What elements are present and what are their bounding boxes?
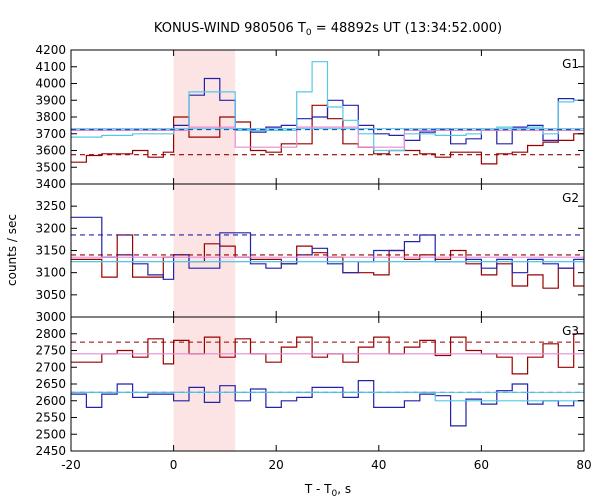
y-tick-label: 3200 [35, 221, 66, 235]
panel-label: G3 [562, 324, 579, 338]
y-tick-label: 2650 [35, 377, 66, 391]
panel-label: G2 [562, 191, 579, 205]
x-tick-label: 40 [371, 458, 386, 472]
y-tick-label: 4200 [35, 43, 66, 57]
x-tick-label: 60 [474, 458, 489, 472]
series-blue-step [71, 380, 584, 427]
panel-series-group [71, 333, 584, 427]
y-tick-label: 3500 [35, 160, 66, 174]
x-tick-label: 80 [576, 458, 591, 472]
chart-title-subscript: 0 [306, 28, 312, 38]
panel-frame [70, 316, 585, 452]
x-tick-label: 20 [269, 458, 284, 472]
y-tick-label: 2750 [35, 344, 66, 358]
y-tick-label: 2500 [35, 427, 66, 441]
y-tick-label: 3050 [35, 288, 66, 302]
series-pink-step [71, 126, 584, 148]
chart-title: KONUS-WIND 980506 T0 = 48892s UT (13:34:… [154, 21, 502, 38]
y-tick-label: 3700 [35, 127, 66, 141]
panel-label: G1 [562, 57, 579, 71]
y-tick-label: 2450 [35, 444, 66, 458]
panel-series-group [71, 61, 584, 165]
x-axis-label: T - T0, s [304, 482, 351, 499]
x-tick-label: -20 [61, 458, 81, 472]
panel-g3: 2450 2500 2550 2600 2650 2700 2750 2800 G3 [35, 316, 585, 458]
y-tick-label: 2550 [35, 411, 66, 425]
y-tick-label: 4100 [35, 60, 66, 74]
panel-series-group [71, 216, 584, 289]
x-axis-label-subscript: 0 [332, 489, 338, 499]
y-tick-label: 2800 [35, 327, 66, 341]
panel-g2: 3000 3050 3100 3150 3200 3250 G2 [35, 183, 585, 324]
y-tick-label: 4000 [35, 77, 66, 91]
y-tick-label: 3800 [35, 110, 66, 124]
chart-title-suffix: = 48892s UT (13:34:52.000) [312, 21, 502, 36]
chart-title-main: KONUS-WIND 980506 T [154, 21, 306, 36]
x-tick-label: 0 [170, 458, 178, 472]
y-axis-label: counts / sec [5, 214, 19, 286]
series-dark_red-step [71, 104, 584, 165]
plot-area: 3400 3500 3600 3700 3800 3900 4000 4100 4200 G1 30… [35, 43, 591, 472]
y-tick-label: 3000 [35, 310, 66, 324]
y-tick-label: 2600 [35, 394, 66, 408]
y-tick-label: 3250 [35, 199, 66, 213]
y-tick-label: 3400 [35, 177, 66, 191]
y-tick-label: 3100 [35, 266, 66, 280]
panel-g1: 3400 3500 3600 3700 3800 3900 4000 4100 4200 G1 [35, 43, 585, 191]
x-axis-label-main: T - T [304, 482, 332, 496]
series-blue-step [71, 77, 584, 145]
series-light_blue-step [71, 61, 584, 152]
y-tick-label: 3600 [35, 144, 66, 158]
series-blue-step [71, 216, 584, 280]
x-axis-label-suffix: , s [337, 482, 351, 496]
y-tick-label: 2700 [35, 360, 66, 374]
y-tick-label: 3150 [35, 244, 66, 258]
y-tick-label: 3900 [35, 93, 66, 107]
